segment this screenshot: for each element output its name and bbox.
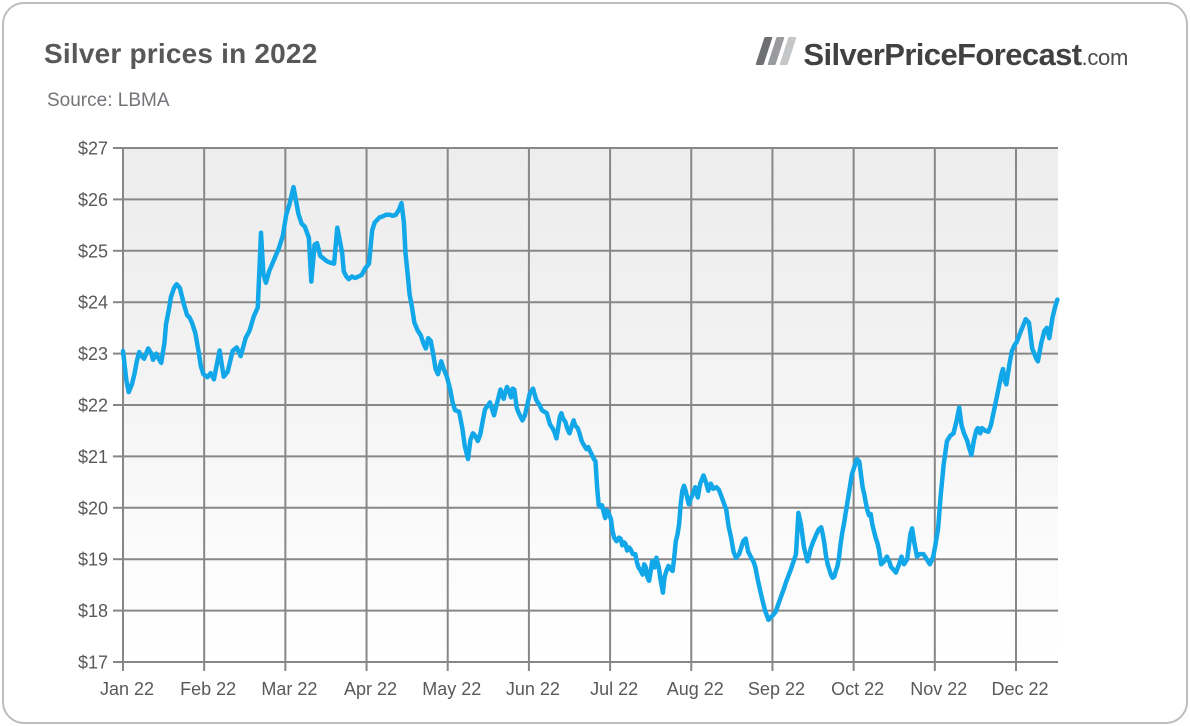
x-axis-label: Jan 22: [100, 679, 154, 699]
x-axis-label: Dec 22: [991, 679, 1048, 699]
x-axis-label: Sep 22: [748, 679, 805, 699]
y-axis-label: $18: [78, 601, 108, 621]
y-axis-label: $26: [78, 190, 108, 210]
page-title: Silver prices in 2022: [44, 38, 318, 69]
x-axis-label: Mar 22: [261, 679, 317, 699]
x-axis-label: Feb 22: [180, 679, 236, 699]
x-axis-label: Jun 22: [506, 679, 560, 699]
x-axis-label: Jul 22: [590, 679, 638, 699]
x-axis-label: May 22: [422, 679, 481, 699]
silverpriceforecast-logo[interactable]: SilverPriceForecast .com: [755, 37, 1129, 73]
source-label: Source: LBMA: [47, 90, 170, 111]
y-axis-label: $21: [78, 447, 108, 467]
y-axis-label: $19: [78, 550, 108, 570]
y-axis-label: $27: [78, 139, 108, 159]
x-axis-label: Oct 22: [831, 679, 884, 699]
price-line: [120, 184, 1060, 623]
logo-tld-text: .com: [1081, 45, 1129, 70]
y-axis-label: $22: [78, 396, 108, 416]
x-axis-label: Aug 22: [667, 679, 724, 699]
y-axis-label: $17: [78, 653, 108, 673]
y-axis-label: $24: [78, 293, 108, 313]
y-axis-label: $20: [78, 498, 108, 518]
logo-brand-text: SilverPriceForecast: [803, 37, 1082, 72]
silver-price-line-chart: $17 $18 $19 $20 $21 $22 $23 $24 $25 $26 $27 Jan 22 F…: [78, 139, 1060, 699]
x-axis-label: Apr 22: [344, 679, 397, 699]
y-axis-label: $25: [78, 241, 108, 261]
x-axis-label: Nov 22: [910, 679, 967, 699]
y-axis-label: $23: [78, 344, 108, 364]
